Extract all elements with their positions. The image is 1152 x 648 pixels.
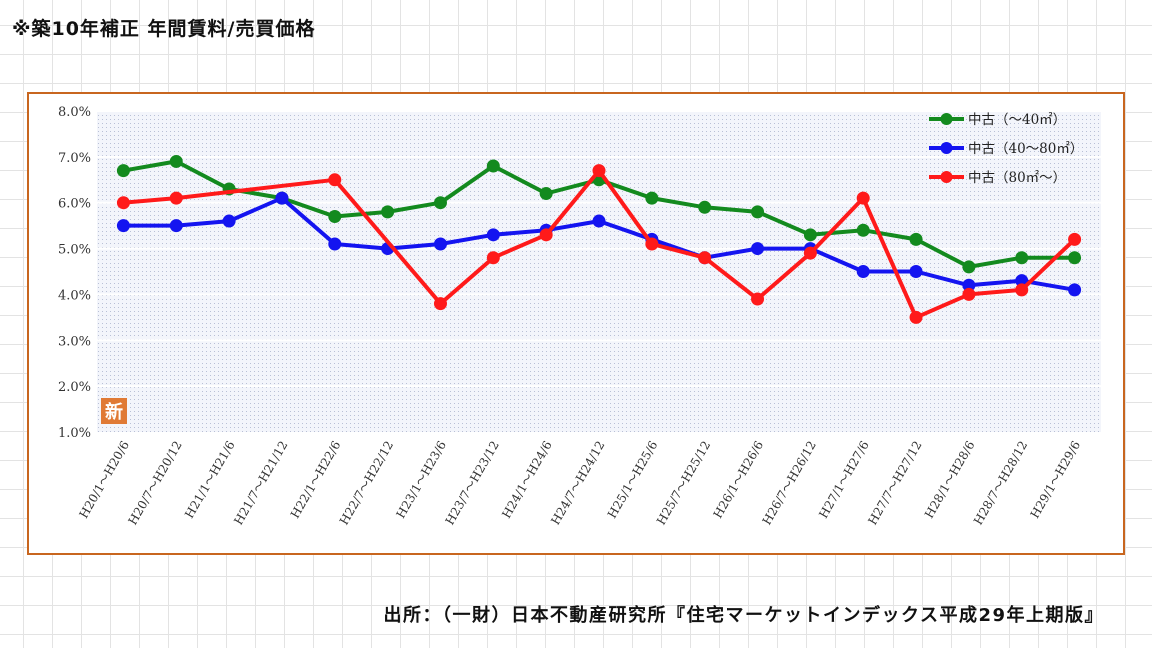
- y-axis: 1.0% 2.0% 3.0% 4.0% 5.0% 6.0% 7.0% 8.0%: [58, 105, 91, 441]
- data-point: [539, 228, 553, 242]
- data-point: [328, 237, 342, 251]
- x-tick-label: H22/1～H22/6: [288, 439, 344, 521]
- data-point: [539, 187, 553, 201]
- data-point: [856, 191, 870, 205]
- data-point: [116, 219, 130, 233]
- gridlines: [97, 110, 1101, 388]
- data-point: [962, 260, 976, 274]
- data-point: [1015, 251, 1029, 265]
- chart-frame: 1.0% 2.0% 3.0% 4.0% 5.0% 6.0% 7.0% 8.0% H20/1～H…: [27, 92, 1125, 555]
- legend-item-1: 中古（～40㎡）: [929, 112, 1066, 128]
- data-point: [169, 219, 183, 233]
- data-point: [856, 265, 870, 278]
- y-tick-label: 8.0%: [58, 105, 91, 120]
- legend: 中古（～40㎡） 中古（40～80㎡） 中古（80㎡～）: [929, 112, 1083, 186]
- data-point: [486, 159, 500, 173]
- data-point: [1068, 251, 1082, 265]
- data-point: [486, 251, 500, 265]
- data-point: [856, 223, 870, 237]
- x-tick-label: H25/7～H25/12: [654, 439, 713, 528]
- data-point: [275, 191, 289, 205]
- data-point: [1015, 283, 1029, 297]
- data-point: [328, 209, 342, 223]
- x-tick-label: H27/7～H27/12: [865, 439, 924, 528]
- new-badge-bg: [101, 398, 127, 424]
- legend-swatch-marker: [940, 142, 953, 154]
- data-point: [698, 251, 712, 265]
- legend-label: 中古（～40㎡）: [968, 112, 1066, 128]
- series-3: [116, 164, 1082, 324]
- series: [116, 154, 1082, 324]
- data-point: [116, 164, 130, 178]
- x-tick-label: H24/7～H24/12: [548, 439, 607, 528]
- data-point: [222, 214, 236, 228]
- legend-label: 中古（80㎡～）: [968, 170, 1066, 186]
- legend-label: 中古（40～80㎡）: [968, 141, 1083, 157]
- data-point: [1068, 283, 1082, 297]
- data-point: [433, 237, 447, 251]
- data-point: [486, 228, 500, 242]
- data-point: [803, 246, 817, 260]
- legend-item-3: 中古（80㎡～）: [929, 170, 1066, 186]
- data-point: [962, 278, 976, 292]
- data-point: [592, 214, 606, 228]
- y-tick-label: 5.0%: [58, 243, 91, 258]
- x-tick-label: H28/1～H28/6: [922, 439, 978, 521]
- data-point: [962, 287, 976, 301]
- data-point: [328, 173, 342, 187]
- data-point: [909, 310, 923, 324]
- x-tick-label: H20/7～H20/12: [126, 439, 185, 528]
- new-badge-label: 新: [105, 401, 123, 423]
- data-point: [751, 205, 765, 219]
- y-tick-label: 3.0%: [58, 334, 91, 349]
- data-point: [169, 191, 183, 205]
- x-tick-label: H23/1～H23/6: [394, 439, 450, 521]
- data-point: [645, 191, 659, 205]
- source-citation: 出所：（一財）日本不動産研究所『住宅マーケットインデックス平成29年上期版』: [383, 605, 1104, 626]
- x-tick-label: H29/1～H29/6: [1028, 439, 1084, 521]
- data-point: [645, 237, 659, 251]
- data-point: [751, 242, 765, 256]
- x-tick-label: H27/1～H27/6: [816, 439, 872, 521]
- x-tick-label: H23/7～H23/12: [443, 439, 502, 528]
- data-point: [909, 232, 923, 246]
- data-point: [1068, 232, 1082, 246]
- y-tick-label: 7.0%: [58, 151, 91, 166]
- data-point: [803, 228, 817, 242]
- legend-swatch-marker: [940, 171, 953, 183]
- y-tick-label: 2.0%: [58, 380, 91, 395]
- x-tick-label: H21/7～H21/12: [231, 439, 290, 528]
- plot-area: [97, 111, 1101, 432]
- y-tick-label: 1.0%: [58, 426, 91, 441]
- x-tick-label: H20/1～H20/6: [76, 439, 132, 521]
- data-point: [433, 196, 447, 210]
- y-tick-label: 4.0%: [58, 288, 91, 303]
- legend-item-2: 中古（40～80㎡）: [929, 141, 1083, 157]
- page-title: ※築10年補正 年間賃料/売買価格: [12, 18, 316, 40]
- y-tick-label: 6.0%: [58, 197, 91, 212]
- legend-swatch-marker: [940, 113, 953, 125]
- data-point: [751, 292, 765, 306]
- data-point: [909, 265, 923, 278]
- data-point: [116, 196, 130, 210]
- x-tick-label: H24/1～H24/6: [499, 439, 555, 521]
- new-badge: 新: [101, 398, 127, 424]
- data-point: [381, 205, 395, 219]
- x-tick-label: H28/7～H28/12: [971, 439, 1030, 528]
- line-chart: 1.0% 2.0% 3.0% 4.0% 5.0% 6.0% 7.0% 8.0% H20/1～H…: [58, 105, 1101, 528]
- series-line: [123, 168, 1076, 320]
- data-point: [592, 164, 606, 178]
- x-tick-label: H22/7～H22/12: [337, 439, 396, 528]
- x-tick-label: H25/1～H25/6: [605, 439, 661, 521]
- x-axis: H20/1～H20/6H20/7～H20/12H21/1～H21/6H21/7～…: [76, 439, 1083, 528]
- data-point: [433, 297, 447, 311]
- data-point: [698, 200, 712, 214]
- x-tick-label: H26/1～H26/6: [711, 439, 767, 521]
- x-tick-label: H21/1～H21/6: [182, 439, 238, 521]
- x-tick-label: H26/7～H26/12: [760, 439, 819, 528]
- data-point: [169, 154, 183, 168]
